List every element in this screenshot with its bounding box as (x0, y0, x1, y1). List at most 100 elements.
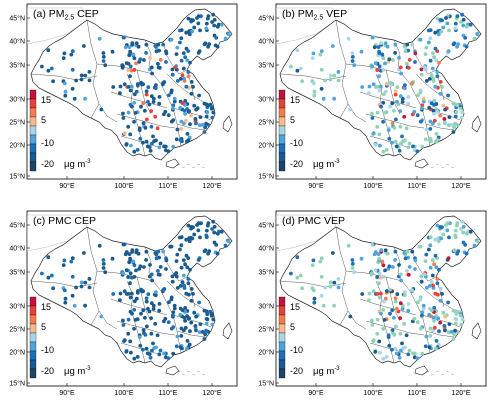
station-dot (110, 256, 115, 261)
station-dot (452, 125, 456, 130)
station-dot (40, 64, 44, 69)
station-dot (69, 52, 74, 57)
station-dot (167, 300, 171, 305)
station-dot (178, 284, 183, 288)
station-dot (421, 303, 426, 308)
station-dot (146, 85, 151, 90)
station-dot (323, 285, 327, 290)
station-dot (402, 114, 407, 119)
lat-axis-b: 45°N 40°N 35°N 30°N 25°N 20°N 15°N (258, 15, 279, 181)
station-dot (87, 285, 92, 290)
lat-axis-c: 45°N 40°N 35°N 30°N 25°N 20°N 15°N (9, 222, 30, 388)
station-dot (136, 44, 141, 49)
station-dot (420, 351, 425, 356)
station-dot (379, 104, 383, 109)
station-dot (398, 272, 403, 277)
station-dot (387, 57, 392, 62)
station-dot (166, 320, 171, 325)
station-dot (429, 280, 434, 285)
station-dot (395, 292, 400, 297)
station-dot (183, 118, 188, 123)
station-dot (405, 42, 410, 47)
lat-axis-a: 45°N 40°N 35°N 30°N 25°N 20°N 15°N (9, 15, 30, 181)
station-dot (381, 100, 386, 105)
station-dot (312, 300, 317, 305)
station-dot (132, 275, 137, 279)
station-dot (132, 100, 137, 105)
station-dot (186, 281, 191, 286)
station-dot (214, 243, 219, 247)
station-dot (432, 118, 437, 123)
colorbar-label: 15 (41, 95, 51, 105)
lat-label: 35°N (9, 62, 25, 70)
station-dot (189, 320, 194, 325)
station-dot (400, 100, 405, 104)
panel-a: 15 5 -10 -20 μg m-3 (a) PM2.5 CEP 45°N 40°N 35… (9, 3, 238, 190)
island-outline (471, 115, 482, 133)
station-dot (420, 144, 425, 149)
station-dot (121, 323, 126, 327)
station-dot (373, 268, 378, 273)
station-dot (128, 295, 133, 300)
station-dot (375, 110, 380, 115)
station-dot (194, 107, 199, 112)
station-dot (419, 274, 424, 279)
station-dot (153, 44, 158, 48)
station-dot (189, 113, 194, 118)
lat-label: 40°N (9, 245, 25, 253)
station-dot (447, 115, 452, 119)
station-dot (377, 49, 381, 54)
station-dot (428, 235, 433, 239)
station-dot (134, 61, 138, 66)
station-dot (153, 86, 158, 91)
station-dot (432, 99, 437, 103)
station-dot (418, 244, 423, 249)
station-dot (391, 58, 395, 62)
station-dot (400, 134, 404, 139)
station-dot (126, 110, 131, 115)
station-dot (111, 292, 116, 296)
station-dot (447, 235, 451, 240)
station-dots-d (289, 219, 480, 361)
nine-dash-line (201, 166, 206, 169)
station-dot (332, 73, 337, 78)
station-dot (384, 148, 389, 152)
station-dot (350, 266, 355, 270)
station-dot (379, 311, 383, 316)
nine-dash-line (186, 370, 191, 373)
station-dot (437, 267, 441, 272)
station-dot (137, 128, 142, 132)
station-dot (151, 134, 155, 139)
station-dot (394, 144, 399, 149)
station-dot (382, 111, 387, 115)
station-dot (367, 84, 372, 89)
station-dot (381, 149, 386, 154)
station-dot (137, 335, 142, 339)
station-dot (153, 114, 158, 119)
station-dot (169, 90, 174, 95)
station-dot (419, 72, 424, 77)
lat-label: 45°N (9, 15, 25, 23)
station-dot (171, 310, 176, 315)
station-dot (148, 355, 153, 360)
station-dot (393, 346, 398, 351)
station-dot (215, 231, 220, 236)
panel-title-d: (d) PMC VEP (282, 215, 345, 227)
station-dot (295, 255, 300, 260)
station-dot (370, 116, 375, 120)
lat-label: 45°N (258, 222, 274, 230)
station-dot (428, 265, 433, 270)
station-dot (197, 93, 202, 98)
station-dot (210, 20, 215, 24)
station-dot (461, 23, 466, 28)
station-dot (46, 68, 51, 73)
station-dot (175, 45, 180, 50)
station-dot (319, 67, 324, 72)
station-dot (459, 227, 463, 231)
station-dot (143, 126, 148, 130)
station-dot (383, 61, 387, 66)
station-dot (398, 301, 403, 306)
station-dot (437, 122, 441, 127)
station-dot (131, 52, 136, 57)
station-dot (157, 302, 162, 306)
